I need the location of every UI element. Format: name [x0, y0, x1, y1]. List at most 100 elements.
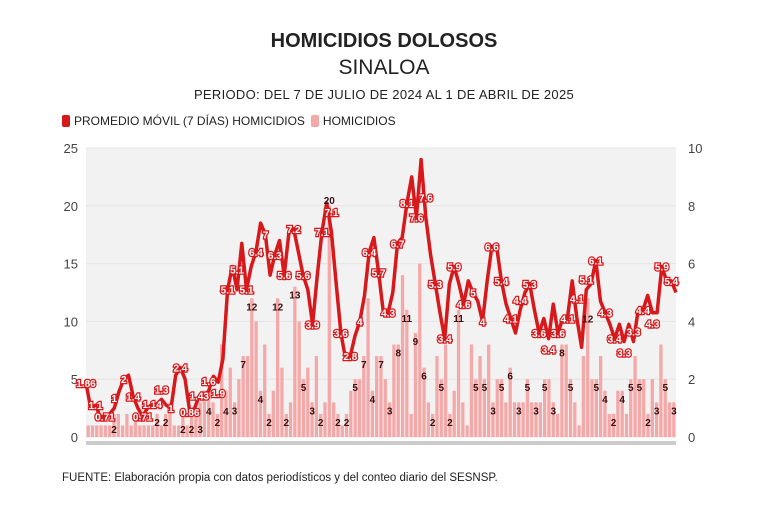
bar	[125, 413, 129, 437]
legend: PROMEDIO MÓVIL (7 DÍAS) HOMICIDIOS HOMIC…	[62, 114, 396, 128]
bar	[387, 402, 392, 437]
line-value-label: 5.6	[277, 271, 291, 282]
bar	[672, 402, 676, 437]
bar	[362, 356, 366, 437]
line-value-label: 5.1	[579, 276, 593, 287]
line-value-label: 3.6	[334, 329, 348, 340]
bar	[288, 402, 293, 437]
line-value-label: 2.4	[173, 364, 187, 375]
bar	[95, 425, 99, 437]
bar	[228, 367, 232, 437]
line-value-label: 5.6	[296, 271, 310, 282]
bar-value-label: 2	[189, 425, 195, 436]
bar	[275, 298, 280, 437]
bar-value-label: 3	[197, 425, 203, 436]
bar-value-label: 5	[439, 383, 445, 394]
bar	[663, 379, 667, 437]
bar	[555, 413, 560, 437]
bar-value-label: 3	[232, 406, 238, 417]
right-tick-label: 6	[688, 257, 695, 272]
line-value-label: 7.1	[315, 228, 329, 239]
line-value-label: 5.1	[221, 286, 235, 297]
bar	[112, 413, 116, 437]
line-value-label: 1	[112, 394, 118, 405]
line-value-label: 6.4	[249, 248, 263, 259]
bar	[172, 425, 176, 437]
bar	[185, 425, 189, 437]
bar	[207, 390, 211, 437]
line-value-label: 5.1	[240, 286, 254, 297]
bar-value-label: 2	[266, 418, 272, 429]
bar	[319, 413, 323, 437]
bar	[271, 390, 275, 437]
left-tick-label: 5	[71, 372, 78, 387]
bar	[155, 413, 159, 437]
line-value-label: 4.1	[560, 315, 574, 326]
bar	[400, 275, 405, 437]
line-value-label: 6.6	[485, 242, 499, 253]
bar	[646, 413, 650, 437]
bar	[116, 413, 120, 437]
bar-value-label: 3	[309, 406, 315, 417]
bar	[650, 379, 654, 437]
bar-value-label: 4	[370, 395, 376, 406]
bar-value-label: 4	[223, 407, 229, 418]
bar	[448, 413, 452, 437]
line-value-label: 5.7	[372, 268, 386, 279]
line-value-label: 5.3	[523, 280, 537, 291]
bar	[142, 425, 146, 437]
left-tick-label: 20	[64, 199, 78, 214]
bar	[603, 390, 607, 437]
legend-swatch-line	[62, 115, 70, 127]
bar-value-label: 20	[324, 196, 336, 207]
bar	[508, 367, 512, 437]
left-tick-label: 0	[71, 430, 78, 445]
bar	[138, 425, 142, 437]
bar	[90, 425, 95, 437]
bar	[103, 425, 108, 437]
line-value-label: 1.4	[126, 393, 140, 404]
source-note: FUENTE: Elaboración propia con datos per…	[62, 472, 498, 484]
line-value-label: 5.3	[428, 280, 442, 291]
right-tick-label: 10	[688, 141, 702, 156]
bar	[245, 356, 250, 437]
bar-value-label: 6	[507, 372, 513, 383]
bar	[344, 413, 349, 437]
bar	[353, 379, 357, 437]
bar-value-label: 3	[490, 406, 496, 417]
bar-value-label: 7	[378, 360, 384, 371]
bar	[624, 413, 629, 437]
bar	[659, 344, 663, 437]
legend-bar-label: HOMICIDIOS	[322, 114, 396, 128]
bar	[629, 379, 633, 437]
line-value-label: 7.6	[409, 213, 423, 224]
bar	[443, 344, 448, 437]
line-value-label: 3.4	[438, 335, 452, 346]
legend-swatch-bar	[310, 115, 319, 127]
bar	[366, 298, 370, 437]
bar	[250, 298, 254, 437]
bar	[534, 402, 538, 437]
bar	[336, 413, 340, 437]
bar	[215, 413, 220, 437]
right-tick-label: 2	[688, 372, 695, 387]
bar	[594, 379, 598, 437]
bar-value-label: 8	[395, 349, 401, 360]
bar	[86, 425, 90, 437]
bar	[435, 356, 439, 437]
bar	[224, 390, 228, 437]
bar	[146, 425, 151, 437]
bar-value-label: 2	[111, 425, 117, 436]
bar	[586, 298, 590, 437]
bar	[194, 413, 198, 437]
line-value-label: 3.4	[542, 346, 556, 357]
bar	[340, 425, 344, 437]
bar	[598, 356, 603, 437]
bar	[418, 263, 422, 437]
bar	[538, 402, 542, 437]
bar	[611, 413, 616, 437]
chart-subtitle: SINALOA	[338, 56, 430, 79]
bar	[267, 413, 271, 437]
bar	[530, 402, 534, 437]
bar-value-label: 3	[533, 406, 539, 417]
